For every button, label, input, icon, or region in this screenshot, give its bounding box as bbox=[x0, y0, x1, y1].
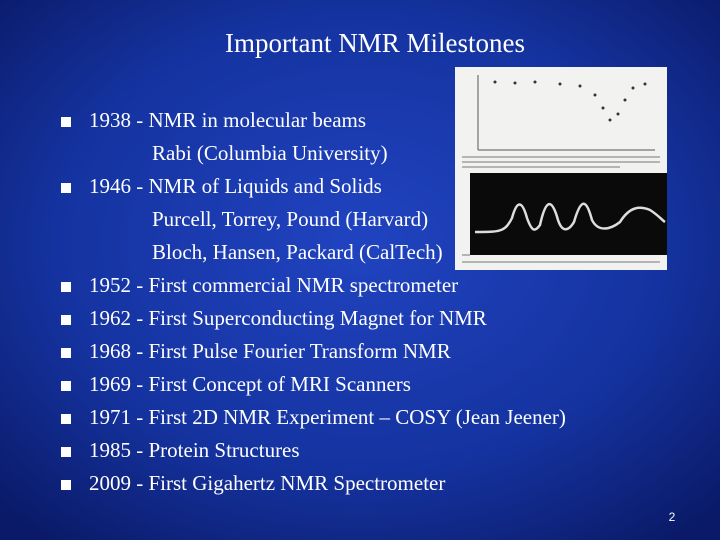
bullet bbox=[61, 480, 71, 490]
bullet bbox=[61, 381, 71, 391]
milestone-list: 1938 - NMR in molecular beams Rabi (Colum… bbox=[61, 108, 566, 495]
milestone-text: 1969 - First Concept of MRI Scanners bbox=[89, 372, 411, 396]
milestone-text: 1968 - First Pulse Fourier Transform NMR bbox=[89, 339, 451, 363]
milestone-text: 1938 - NMR in molecular beams bbox=[89, 108, 366, 132]
milestone-detail: Purcell, Torrey, Pound (Harvard) bbox=[152, 207, 428, 231]
slide-title: Important NMR Milestones bbox=[225, 28, 525, 58]
bullet bbox=[61, 282, 71, 292]
figure-resonance-plot bbox=[455, 67, 667, 270]
bullet bbox=[61, 183, 71, 193]
bullet bbox=[61, 447, 71, 457]
bullet bbox=[61, 315, 71, 325]
milestone-detail: Bloch, Hansen, Packard (CalTech) bbox=[152, 240, 443, 264]
milestone-detail: Rabi (Columbia University) bbox=[152, 141, 388, 165]
milestone-text: 1946 - NMR of Liquids and Solids bbox=[89, 174, 382, 198]
milestone-text: 2009 - First Gigahertz NMR Spectrometer bbox=[89, 471, 445, 495]
bullet bbox=[61, 117, 71, 127]
milestone-text: 1952 - First commercial NMR spectrometer bbox=[89, 273, 458, 297]
bullet bbox=[61, 348, 71, 358]
milestone-text: 1962 - First Superconducting Magnet for … bbox=[89, 306, 487, 330]
page-number: 2 bbox=[669, 510, 676, 524]
milestone-text: 1971 - First 2D NMR Experiment – COSY (J… bbox=[89, 405, 566, 429]
bullet bbox=[61, 414, 71, 424]
milestone-text: 1985 - Protein Structures bbox=[89, 438, 300, 462]
